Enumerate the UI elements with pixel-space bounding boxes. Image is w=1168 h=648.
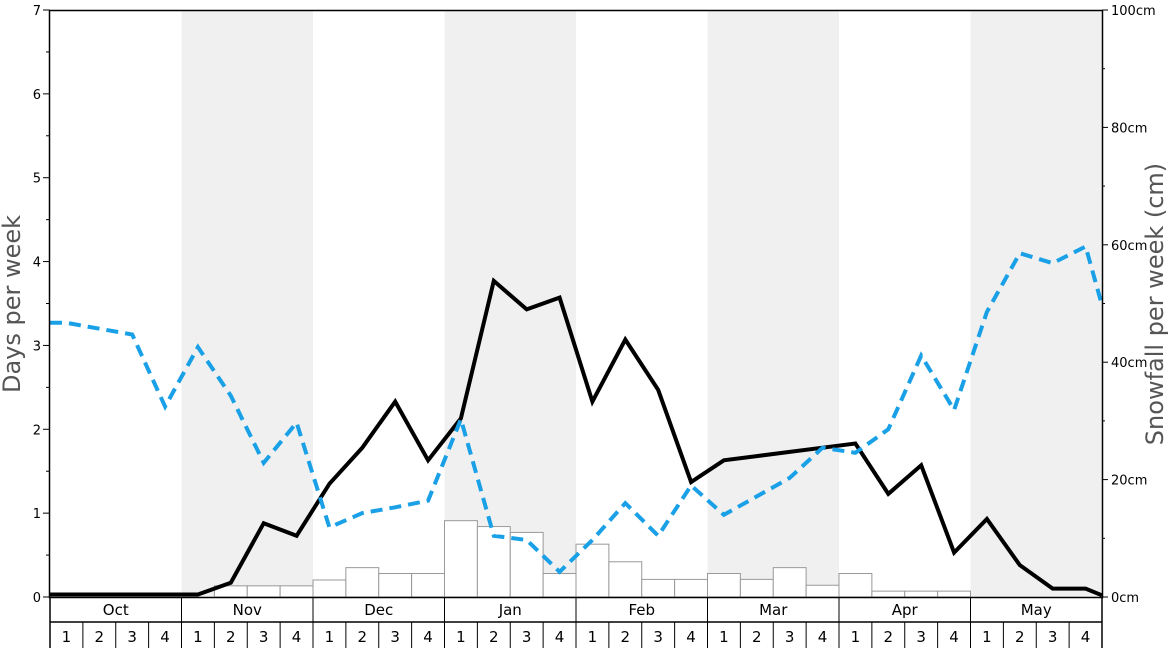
week-label: 2 <box>1015 628 1025 646</box>
week-label: 3 <box>653 628 663 646</box>
week-label: 3 <box>390 628 400 646</box>
snowfall-bar <box>279 585 314 598</box>
left-tick-label: 1 <box>33 507 41 522</box>
right-axis-title: Snowfall per week (cm) <box>1141 163 1168 445</box>
right-axis: 0cm 20cm 40cm 60cm 80cm 100cm <box>1102 4 1156 606</box>
week-label: 1 <box>325 628 335 646</box>
week-label: 2 <box>489 628 499 646</box>
snowfall-bar <box>246 585 281 598</box>
week-label: 2 <box>358 628 368 646</box>
month-label: Dec <box>364 601 393 619</box>
solid-series-line <box>50 277 1103 598</box>
month-band <box>970 10 1102 597</box>
series-lines <box>50 243 1104 598</box>
week-label: 4 <box>949 628 959 646</box>
week-label: 4 <box>686 628 696 646</box>
snowfall-bar <box>904 590 939 598</box>
snowfall-bar <box>772 567 807 598</box>
snowfall-bar <box>871 590 906 598</box>
left-tick-label: 3 <box>33 339 41 354</box>
snowfall-bar <box>707 573 741 598</box>
left-tick-label: 0 <box>33 591 41 606</box>
left-tick-label: 4 <box>33 256 41 271</box>
left-tick-label: 2 <box>33 423 41 438</box>
snowfall-bar <box>509 531 544 598</box>
week-label: 2 <box>621 628 631 646</box>
right-tick-label: 0cm <box>1111 591 1139 606</box>
left-tick-label: 7 <box>33 4 41 19</box>
week-label: 4 <box>818 628 828 646</box>
week-label: 4 <box>1081 628 1091 646</box>
week-label: 3 <box>127 628 137 646</box>
week-label: 2 <box>884 628 894 646</box>
snowfall-bar <box>444 520 478 598</box>
right-tick-label: 80cm <box>1111 121 1147 136</box>
month-band <box>181 10 313 597</box>
month-label: Feb <box>628 601 655 619</box>
right-tick-label: 20cm <box>1111 474 1147 489</box>
week-label: 4 <box>160 628 170 646</box>
week-label: 2 <box>226 628 236 646</box>
right-tick-label: 100cm <box>1111 4 1156 19</box>
left-tick-label: 5 <box>33 172 41 187</box>
snowfall-bar <box>805 584 840 598</box>
left-axis-title: Days per week <box>0 215 26 393</box>
snowfall-bar <box>674 578 708 598</box>
week-label: 4 <box>423 628 433 646</box>
week-label: 4 <box>555 628 565 646</box>
snowfall-bar <box>838 573 873 598</box>
week-label: 1 <box>719 628 729 646</box>
snowfall-bar <box>312 579 347 598</box>
week-label: 4 <box>292 628 302 646</box>
snowfall-bar <box>575 543 610 598</box>
snowfall-bar <box>937 590 971 598</box>
month-label: Oct <box>103 601 129 619</box>
snowfall-bar <box>378 573 413 598</box>
week-label: 1 <box>588 628 598 646</box>
week-label: 3 <box>522 628 532 646</box>
week-label: 1 <box>62 628 72 646</box>
right-tick-label: 40cm <box>1111 356 1147 371</box>
snowfall-bar <box>641 578 676 598</box>
week-label: 3 <box>785 628 795 646</box>
week-row: 1 2 3 4 1 2 3 4 1 2 3 4 1 2 3 4 1 2 3 4 1 2 3 4 1 2 3 4 1 2 3 4 <box>62 622 1091 648</box>
week-label: 1 <box>193 628 203 646</box>
month-label: Apr <box>892 601 919 619</box>
week-label: 1 <box>851 628 861 646</box>
month-row: Oct Nov Dec Jan Feb Mar Apr May <box>49 597 1103 648</box>
dashed-series-line <box>50 243 1104 575</box>
month-label: Mar <box>759 601 788 619</box>
left-tick-label: 6 <box>33 88 41 103</box>
month-bands <box>181 10 1102 597</box>
right-tick-label: 60cm <box>1111 239 1147 254</box>
snowfall-bar <box>739 578 774 598</box>
month-band <box>444 10 576 597</box>
month-label: Jan <box>498 601 522 619</box>
snowfall-bar <box>411 573 445 598</box>
snowfall-bar <box>608 561 643 598</box>
week-label: 2 <box>752 628 762 646</box>
week-label: 3 <box>1048 628 1058 646</box>
left-axis: 0 1 2 3 4 5 6 7 <box>33 4 50 606</box>
snowfall-bar <box>345 567 380 598</box>
snowfall-bar <box>542 573 577 598</box>
month-label: Nov <box>233 601 262 619</box>
week-label: 1 <box>456 628 466 646</box>
week-label: 3 <box>259 628 269 646</box>
month-label: May <box>1021 601 1052 619</box>
week-label: 1 <box>982 628 992 646</box>
month-band <box>707 10 839 597</box>
snowfall-bars <box>213 520 971 598</box>
week-label: 3 <box>916 628 926 646</box>
week-label: 2 <box>95 628 105 646</box>
